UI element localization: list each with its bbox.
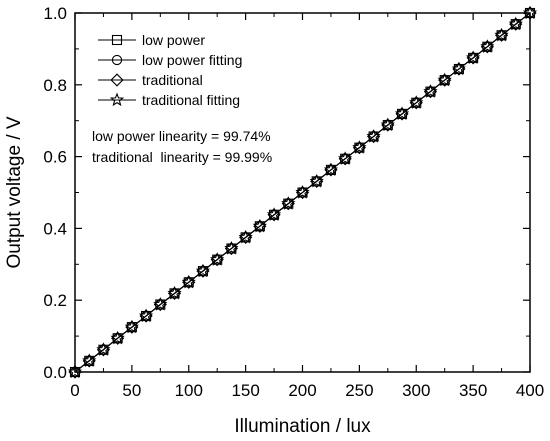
data-point-star — [309, 173, 324, 188]
legend-label: low power fitting — [142, 52, 242, 68]
legend-label: traditional fitting — [142, 92, 240, 108]
data-point-star — [281, 196, 296, 210]
data-point-star — [508, 16, 523, 31]
data-point-star — [338, 151, 353, 165]
data-point-star — [380, 117, 395, 132]
x-tick-label: 100 — [175, 381, 203, 400]
legend-label: low power — [142, 32, 205, 48]
legend-marker-star — [109, 92, 125, 107]
data-point-star — [465, 50, 481, 64]
x-axis-ticks: 0 50 100 150 200 250 300 350 400 — [70, 13, 544, 400]
data-point-star — [266, 207, 282, 221]
data-point-star — [323, 162, 339, 176]
data-point-star — [295, 184, 310, 199]
data-point-star — [195, 263, 211, 278]
data-point-star — [110, 330, 125, 345]
y-axis-ticks: 0.0 0.2 0.4 0.6 0.8 1.0 — [43, 4, 530, 382]
data-point-star — [480, 39, 495, 53]
annotation-traditional-linearity: traditional linearity = 99.99% — [92, 149, 272, 165]
x-tick-label: 200 — [288, 381, 316, 400]
y-tick-label: 0.4 — [43, 219, 67, 238]
legend-label: traditional — [142, 72, 203, 88]
data-point-star — [451, 61, 467, 76]
data-point-star — [366, 128, 381, 143]
x-tick-label: 0 — [70, 381, 79, 400]
data-point-star — [238, 229, 253, 244]
data-point-star — [124, 319, 140, 334]
series-layer — [67, 5, 538, 379]
annotation-low-power-linearity: low power linearity = 99.74% — [92, 128, 271, 144]
legend-item: low power fitting — [98, 52, 242, 68]
data-point-star — [352, 140, 367, 154]
data-point-star — [437, 72, 452, 87]
data-point-star — [82, 353, 97, 367]
data-point-star — [181, 274, 196, 289]
y-tick-label: 0.8 — [43, 76, 67, 95]
legend-item: traditional fitting — [98, 92, 240, 108]
legend-marker-circle — [111, 54, 123, 66]
y-tick-label: 1.0 — [43, 4, 67, 23]
legend-marker-square — [111, 34, 123, 46]
x-tick-label: 400 — [516, 381, 544, 400]
data-point-star — [138, 308, 154, 323]
legend: low power low power fitting traditional tra… — [98, 32, 242, 108]
x-tick-label: 300 — [402, 381, 430, 400]
data-point-star — [394, 106, 410, 120]
data-point-star — [494, 27, 509, 42]
x-tick-label: 50 — [122, 381, 141, 400]
x-axis-title: Illumination / lux — [234, 416, 371, 437]
data-point-star — [423, 84, 438, 98]
y-tick-label: 0.6 — [43, 148, 67, 167]
series-star — [67, 5, 538, 379]
data-point-star — [96, 342, 111, 356]
data-point-star — [167, 285, 182, 300]
data-point-star — [210, 252, 225, 266]
data-point-star — [252, 218, 267, 233]
legend-marker-diamond — [110, 73, 124, 87]
x-tick-label: 150 — [231, 381, 259, 400]
data-point-star — [224, 240, 239, 255]
series-line — [74, 12, 531, 373]
x-tick-label: 350 — [459, 381, 487, 400]
legend-item: low power — [98, 32, 205, 48]
y-axis-title: Output voltage / V — [4, 116, 25, 268]
data-point-star — [409, 95, 424, 109]
y-tick-label: 0.2 — [43, 291, 67, 310]
legend-item: traditional — [98, 72, 203, 88]
data-point-star — [153, 297, 168, 311]
data-point-star — [67, 364, 83, 379]
y-tick-label: 0.0 — [43, 363, 67, 382]
x-tick-label: 250 — [345, 381, 373, 400]
